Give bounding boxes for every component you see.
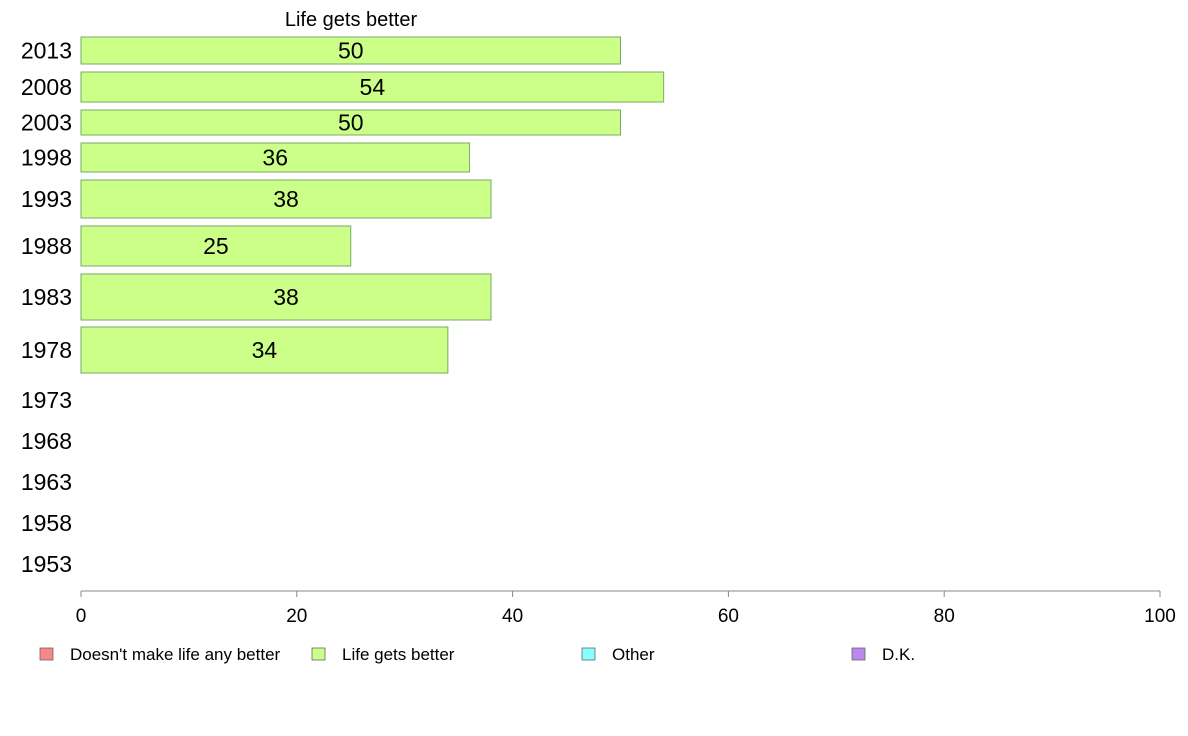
- legend-swatch-0: [39, 647, 54, 661]
- category-label-1953: 1953: [21, 551, 72, 577]
- legend-label-0: Doesn't make life any better: [70, 645, 281, 664]
- legend: Doesn't make life any better Life gets be…: [39, 645, 915, 664]
- category-label-2003: 2003: [21, 110, 72, 136]
- legend-swatch-1: [311, 647, 326, 661]
- category-label-1973: 1973: [21, 387, 72, 413]
- legend-item-0: Doesn't make life any better: [39, 645, 281, 664]
- chart-title: Life gets better: [285, 9, 418, 31]
- category-label-2008: 2008: [21, 74, 72, 100]
- legend-item-1: Life gets better: [311, 645, 455, 664]
- bar-1978: [80, 326, 449, 374]
- bar-2008: [80, 71, 665, 103]
- category-label-1993: 1993: [21, 186, 72, 212]
- bar-label-2008: 54: [360, 74, 386, 100]
- category-label-1998: 1998: [21, 145, 72, 171]
- x-tick-label-80: 80: [934, 606, 955, 627]
- category-label-1958: 1958: [21, 510, 72, 536]
- legend-swatch-2: [581, 647, 596, 661]
- legend-label-1: Life gets better: [342, 645, 455, 664]
- legend-item-3: D.K.: [851, 645, 915, 664]
- x-tick-label-60: 60: [718, 606, 739, 627]
- bar-2013: [80, 36, 621, 65]
- legend-item-2: Other: [581, 645, 655, 664]
- category-label-1978: 1978: [21, 337, 72, 363]
- category-label-1988: 1988: [21, 233, 72, 259]
- x-tick-label-20: 20: [286, 606, 307, 627]
- bar-label-1993: 38: [273, 186, 299, 212]
- bar-label-2013: 50: [338, 38, 364, 64]
- bar-label-2003: 50: [338, 110, 364, 136]
- bar-label-1978: 34: [252, 337, 278, 363]
- bar-1993: [80, 179, 492, 219]
- category-label-1963: 1963: [21, 469, 72, 495]
- legend-swatch-3: [851, 647, 866, 661]
- category-labels: 2013 2008 2003 1998 1993 1988 1983 1978 1973 1968…: [21, 38, 72, 578]
- bar-1983: [80, 273, 492, 321]
- x-tick-label-40: 40: [502, 606, 523, 627]
- bar-1988: [80, 225, 352, 267]
- category-label-1968: 1968: [21, 428, 72, 454]
- bars-group: 50 54 50 36 38 25 38 34: [80, 36, 665, 374]
- x-tick-label-0: 0: [76, 606, 87, 627]
- category-label-2013: 2013: [21, 38, 72, 64]
- legend-label-3: D.K.: [882, 645, 915, 664]
- x-tick-label-100: 100: [1144, 606, 1176, 627]
- legend-label-2: Other: [612, 645, 655, 664]
- bar-label-1998: 36: [262, 145, 288, 171]
- bar-label-1983: 38: [273, 284, 299, 310]
- bar-1998: [80, 142, 470, 173]
- x-axis: 0 20 40 60 80 100: [76, 590, 1176, 627]
- category-label-1983: 1983: [21, 284, 72, 310]
- bar-label-1988: 25: [203, 233, 229, 259]
- bar-2003: [80, 109, 621, 136]
